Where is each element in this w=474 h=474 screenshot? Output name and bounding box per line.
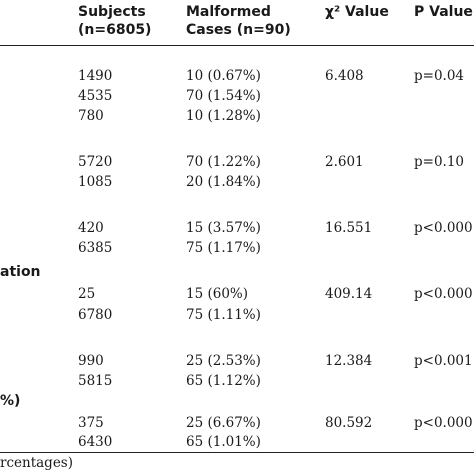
- header-p-value: P Value: [414, 4, 473, 20]
- cell-subjects: 375: [78, 415, 104, 431]
- cell-chi-square: 12.384: [325, 353, 373, 369]
- cell-malformed: 15 (60%): [186, 286, 249, 302]
- cell-malformed: 10 (1.28%): [186, 108, 261, 124]
- cell-p-value: p<0.000: [414, 220, 473, 236]
- cell-malformed: 10 (0.67%): [186, 68, 261, 84]
- cell-subjects: 6430: [78, 434, 113, 450]
- cell-chi-square: 2.601: [325, 154, 364, 170]
- table-bottom-rule: [0, 452, 474, 453]
- header-chi-square: χ² Value: [325, 4, 389, 20]
- cell-malformed: 25 (2.53%): [186, 353, 261, 369]
- cell-p-value: p=0.10: [414, 154, 465, 170]
- cell-subjects: 25: [78, 286, 96, 302]
- cell-malformed: 70 (1.22%): [186, 154, 261, 170]
- cell-subjects: 6780: [78, 307, 113, 323]
- cell-subjects: 5720: [78, 154, 113, 170]
- header-malformed-n: Cases (n=90): [186, 22, 291, 38]
- cell-malformed: 75 (1.11%): [186, 307, 261, 323]
- cell-p-value: p=0.04: [414, 68, 465, 84]
- footnote: rcentages): [0, 455, 73, 471]
- cell-subjects: 6385: [78, 240, 113, 256]
- cell-malformed: 65 (1.12%): [186, 373, 261, 389]
- cell-malformed: 70 (1.54%): [186, 88, 261, 104]
- cell-chi-square: 80.592: [325, 415, 373, 431]
- cell-subjects: 990: [78, 353, 104, 369]
- header-subjects: Subjects: [78, 4, 146, 20]
- cell-p-value: p<0.000: [414, 286, 473, 302]
- header-malformed: Malformed: [186, 4, 271, 20]
- cell-p-value: p<0.000: [414, 415, 473, 431]
- cell-malformed: 75 (1.17%): [186, 240, 261, 256]
- cell-malformed: 20 (1.84%): [186, 174, 261, 190]
- header-subjects-n: (n=6805): [78, 22, 152, 38]
- cell-malformed: 25 (6.67%): [186, 415, 261, 431]
- cell-subjects: 5815: [78, 373, 113, 389]
- cell-subjects: 420: [78, 220, 104, 236]
- cell-p-value: p<0.001: [414, 353, 473, 369]
- cell-malformed: 65 (1.01%): [186, 434, 261, 450]
- cell-chi-square: 409.14: [325, 286, 373, 302]
- group-label: %): [0, 393, 21, 409]
- cell-malformed: 15 (3.57%): [186, 220, 261, 236]
- cell-subjects: 1085: [78, 174, 113, 190]
- header-rule: [0, 45, 474, 46]
- cell-subjects: 780: [78, 108, 104, 124]
- cell-chi-square: 16.551: [325, 220, 373, 236]
- cell-chi-square: 6.408: [325, 68, 364, 84]
- cell-subjects: 4535: [78, 88, 113, 104]
- group-label: ation: [0, 264, 41, 280]
- cell-subjects: 1490: [78, 68, 113, 84]
